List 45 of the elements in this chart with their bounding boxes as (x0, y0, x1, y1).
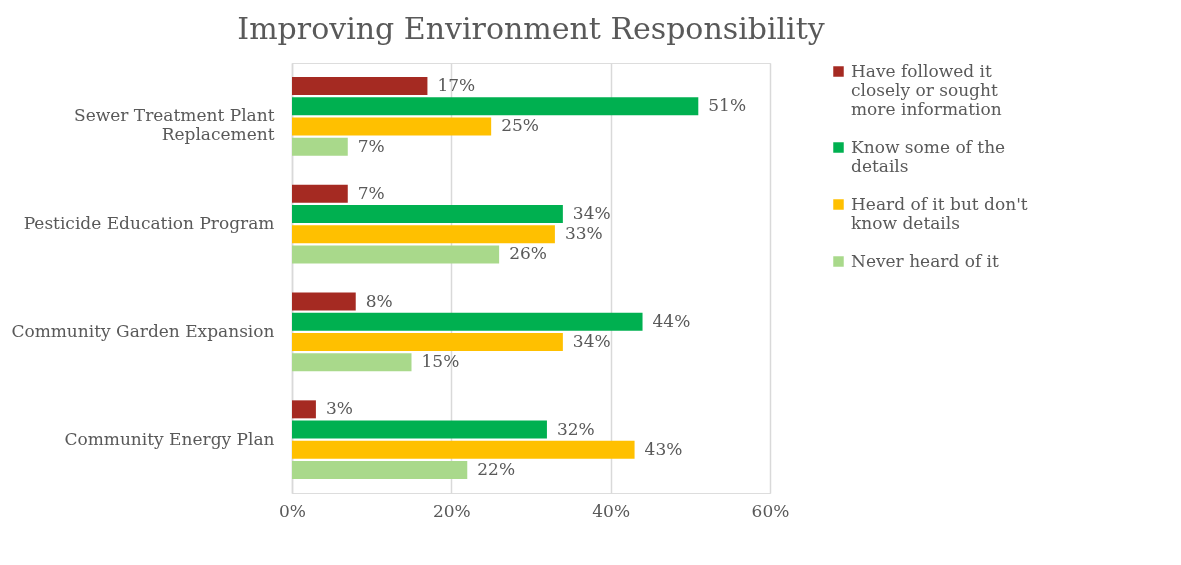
y-tick-label: Community Energy Plan (64, 428, 275, 449)
x-tick-label: 0% (279, 500, 306, 521)
data-label: 7% (357, 182, 385, 203)
data-label: 8% (365, 290, 393, 311)
y-tick-label: Sewer Treatment Plant Replacement (74, 105, 275, 145)
y-tick-label: Community Garden Expansion (11, 320, 275, 341)
legend-label: Never heard of it (851, 250, 1000, 271)
bar (292, 400, 316, 419)
data-label: 3% (325, 398, 353, 419)
bar (292, 420, 547, 439)
bar (292, 137, 348, 156)
bar (292, 245, 500, 264)
data-label: 34% (572, 203, 611, 224)
bar (292, 77, 428, 96)
bar (292, 97, 699, 116)
data-label: 17% (437, 75, 476, 96)
data-label: 33% (564, 223, 603, 244)
bar (292, 440, 635, 459)
data-label: 32% (556, 418, 595, 439)
legend-label: Have followed it closely or sought more information (851, 60, 1002, 119)
legend-label: Heard of it but don't know details (851, 193, 1028, 233)
bar (292, 353, 412, 372)
bar (292, 184, 348, 203)
bar (292, 332, 563, 351)
y-tick-label: Pesticide Education Program (23, 213, 275, 234)
bar (292, 117, 492, 136)
data-label: 43% (644, 438, 683, 459)
bar (292, 225, 555, 244)
chart-title: Improving Environment Responsibility (237, 11, 825, 46)
data-label: 44% (652, 310, 691, 331)
bar (292, 312, 643, 331)
bar (292, 460, 468, 479)
data-label: 22% (477, 458, 516, 479)
data-label: 26% (509, 243, 547, 264)
x-tick-label: 20% (432, 500, 471, 521)
x-tick-label: 60% (751, 500, 790, 521)
data-label: 34% (572, 330, 611, 351)
bar (292, 292, 356, 311)
x-tick-label: 40% (592, 500, 631, 521)
data-label: 51% (708, 95, 747, 116)
data-label: 7% (357, 135, 385, 156)
bar (292, 205, 563, 224)
data-label: 25% (501, 115, 539, 136)
legend-label: Know some of the details (851, 136, 1006, 176)
data-label: 15% (421, 351, 460, 372)
